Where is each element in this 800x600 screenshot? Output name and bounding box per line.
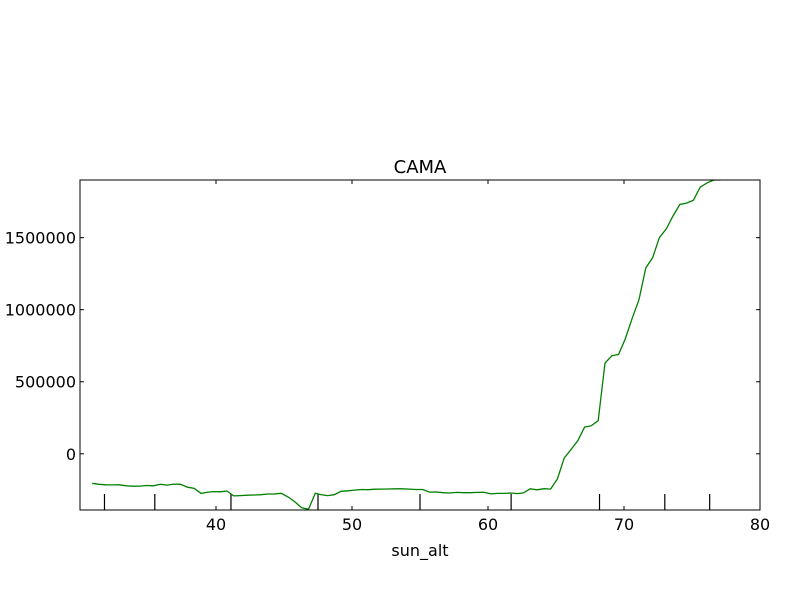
x-tick-label: 40 [206, 515, 226, 534]
y-tick-label: 500000 [15, 373, 76, 392]
y-tick-label: 0 [66, 445, 76, 464]
chart-title: CAMA [394, 157, 447, 178]
x-axis-ticks: 40 50 60 70 80 [206, 180, 770, 534]
plot-frame [79, 179, 761, 511]
series-line-0 [92, 180, 721, 510]
y-tick-label: 1500000 [5, 229, 76, 248]
x-tick-label: 60 [478, 515, 498, 534]
x-tick-label: 80 [750, 515, 770, 534]
x-axis-label: sun_alt [391, 541, 448, 561]
rug-ticks [103, 494, 711, 510]
y-tick-label: 1000000 [5, 301, 76, 320]
x-tick-label: 70 [614, 515, 634, 534]
plot-area [92, 180, 721, 510]
y-axis-ticks: 0 500000 1000000 1500000 [5, 229, 760, 464]
x-tick-label: 50 [342, 515, 362, 534]
